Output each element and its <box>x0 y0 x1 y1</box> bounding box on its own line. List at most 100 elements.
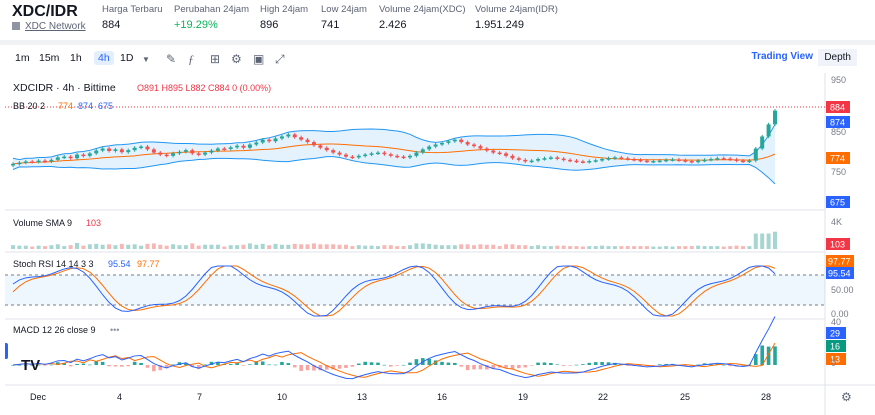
volume-bar <box>619 246 624 249</box>
volume-bar <box>254 244 259 249</box>
macd-histogram-bar <box>440 361 444 365</box>
volume-bar <box>760 233 765 249</box>
chart-panel: 1m 15m 1h 4h 1D ▼ ✎ ƒ ⊞ ⚙ ▣ ⤢ Trading Vi… <box>5 45 875 415</box>
macd-histogram-bar <box>459 365 464 367</box>
fullscreen-icon[interactable]: ⤢ <box>275 52 285 66</box>
stat-value: 2.426 <box>379 19 407 31</box>
macd-legend-more[interactable]: ••• <box>110 325 119 335</box>
macd-histogram-bar <box>190 365 195 367</box>
candle-body <box>177 151 182 154</box>
time-tick: 7 <box>197 392 202 402</box>
candle-body <box>113 149 118 151</box>
macd-badge-label: 13 <box>830 355 840 365</box>
stat-value: +19.29% <box>174 19 218 31</box>
bb-mid-line <box>12 143 776 165</box>
interval-1d[interactable]: 1D <box>120 52 134 64</box>
candle-body <box>516 158 521 160</box>
chevron-down-icon[interactable]: ▼ <box>142 55 150 64</box>
candle-body <box>209 150 214 153</box>
macd-histogram-bar <box>721 364 726 366</box>
macd-histogram-bar <box>453 362 457 365</box>
candle-body <box>241 145 246 148</box>
macd-histogram-bar <box>542 362 547 365</box>
volume-bar <box>190 243 195 249</box>
divider <box>0 40 875 45</box>
macd-histogram-bar <box>209 361 214 365</box>
macd-lines <box>11 316 777 380</box>
volume-bar <box>81 245 86 249</box>
network-link[interactable]: XDC Network <box>12 21 86 32</box>
macd-histogram-bar <box>132 361 137 365</box>
chart-settings-icon[interactable]: ⚙ <box>841 390 852 404</box>
candle-body <box>87 153 92 156</box>
macd-histogram-bar <box>36 364 41 366</box>
macd-histogram-bar <box>216 361 220 365</box>
candle-body <box>561 158 566 161</box>
ohlc-legend: O891 H895 L882 C884 0 (0.00%) <box>137 83 271 93</box>
volume-bar <box>375 246 380 249</box>
macd-histogram-bar <box>254 361 259 365</box>
macd-tick: 0 <box>831 358 836 368</box>
macd-histogram-bar <box>510 365 515 369</box>
template-icon[interactable]: ⊞ <box>210 52 221 66</box>
candle-body <box>267 139 272 142</box>
macd-histogram-bar <box>760 345 764 365</box>
candle-body <box>215 148 220 151</box>
macd-histogram-bar <box>465 365 470 371</box>
interval-4h[interactable]: 4h <box>94 51 114 65</box>
time-tick: 28 <box>761 392 771 402</box>
volume-bar <box>516 245 521 249</box>
macd-histogram-bar <box>753 354 758 365</box>
depth-tab[interactable]: Depth <box>818 49 857 66</box>
candle-body <box>388 154 393 156</box>
macd-histogram-bar <box>120 365 124 367</box>
save-icon[interactable]: ▣ <box>253 52 265 66</box>
volume-bar <box>158 244 163 249</box>
price-badge-label: 884 <box>830 103 845 113</box>
volume-bar <box>260 243 265 249</box>
candle-body <box>311 142 316 146</box>
volume-bar <box>36 245 41 249</box>
volume-bar <box>286 244 291 249</box>
macd-histogram-bar <box>472 365 476 370</box>
trading-view-tab[interactable]: Trading View <box>751 51 814 62</box>
volume-bar <box>343 244 348 249</box>
candle-body <box>452 139 457 142</box>
time-tick: 25 <box>680 392 690 402</box>
stat-last-price: Harga Terbaru 884 <box>102 4 163 31</box>
candle-body <box>164 154 169 157</box>
interval-15m[interactable]: 15m <box>39 52 60 64</box>
volume-bar <box>472 245 477 249</box>
macd-histogram-bar <box>600 362 604 365</box>
bb-legend-mid: 774 <box>58 101 73 111</box>
interval-1h[interactable]: 1h <box>70 52 82 64</box>
stoch-band <box>5 275 825 305</box>
volume-bar <box>388 245 393 249</box>
sidebar-toggle-handle[interactable] <box>5 343 8 359</box>
pair-title: XDC/IDR <box>12 3 78 20</box>
gear-icon[interactable]: ⚙ <box>231 52 242 66</box>
volume-bar <box>529 246 534 249</box>
macd-histogram-bar <box>312 365 316 371</box>
volume-bar <box>49 245 54 249</box>
macd-histogram-bar <box>638 365 643 367</box>
candle-body <box>363 154 368 157</box>
network-label: XDC Network <box>25 21 86 32</box>
candle-body <box>574 160 579 163</box>
volume-bar <box>414 243 419 249</box>
volume-bar <box>401 246 406 249</box>
candle-body <box>17 162 22 165</box>
pencil-icon[interactable]: ✎ <box>166 52 177 66</box>
fx-indicator-icon[interactable]: ƒ <box>188 52 194 66</box>
candle-body <box>728 158 733 161</box>
candle-body <box>478 146 483 149</box>
candle-body <box>638 159 643 162</box>
price-chart[interactable]: XDCIDR · 4h · Bittime O891 H895 L882 C88… <box>5 45 875 415</box>
candle-body <box>593 160 598 162</box>
macd-histogram-bar <box>280 361 284 365</box>
volume-bar <box>305 244 310 249</box>
macd-histogram-bar <box>478 365 483 370</box>
volume-bar <box>676 246 681 249</box>
interval-1m[interactable]: 1m <box>15 52 30 64</box>
candle-body <box>55 157 60 160</box>
